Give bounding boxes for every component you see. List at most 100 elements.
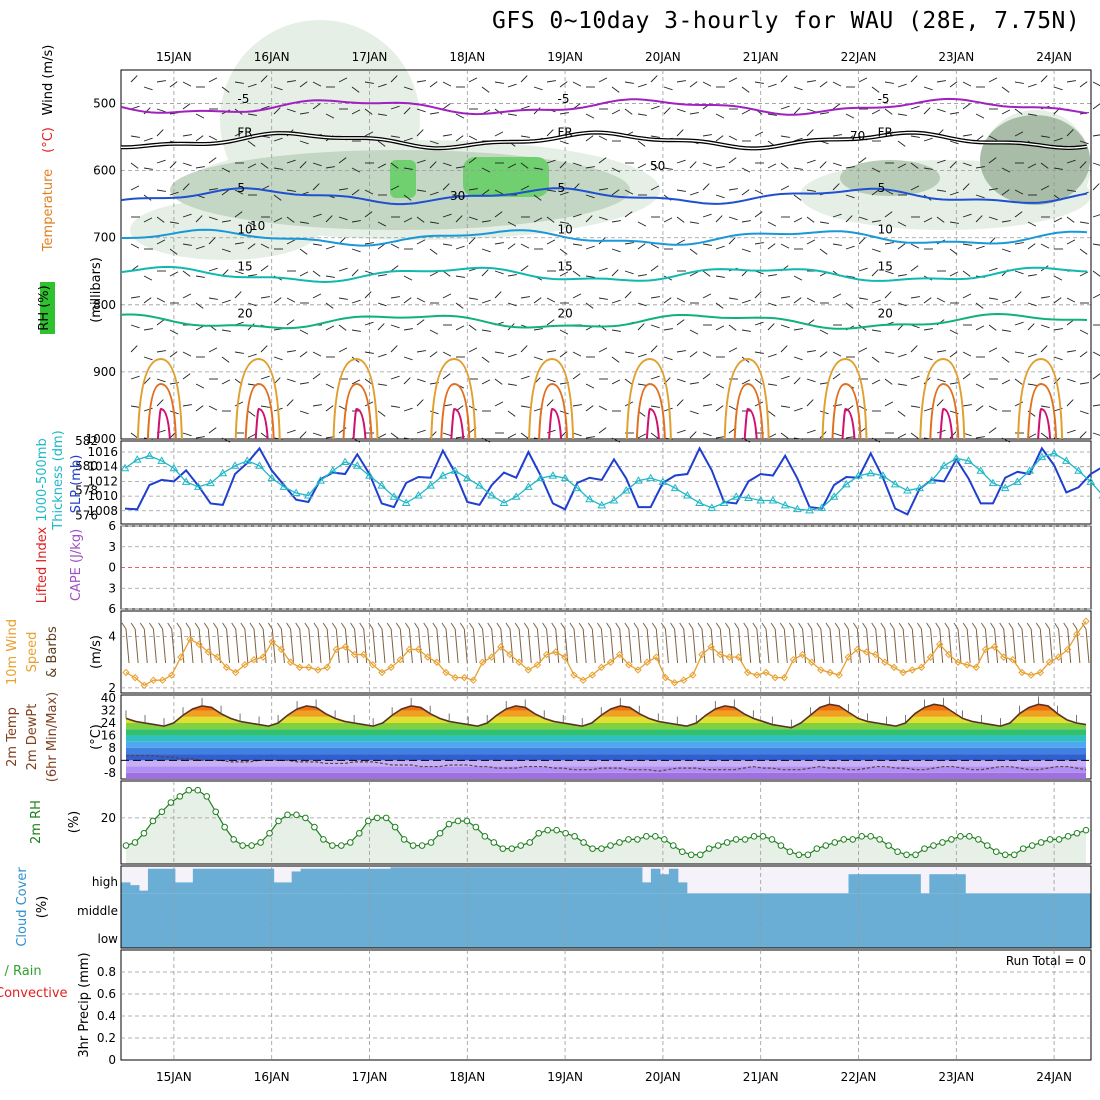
wind-barb bbox=[169, 161, 177, 169]
thickness-point bbox=[805, 505, 814, 514]
wind-barb bbox=[741, 167, 751, 173]
wind-barb bbox=[416, 239, 426, 245]
wind-barb bbox=[897, 163, 907, 169]
wind-barb-flag bbox=[807, 622, 813, 630]
wind-barb-flag bbox=[935, 622, 941, 630]
wind-barb-10m bbox=[381, 628, 386, 664]
wind-barb bbox=[689, 329, 699, 335]
wind-barb bbox=[858, 347, 868, 353]
wind-barb bbox=[897, 140, 906, 147]
wind-barb bbox=[416, 108, 426, 113]
wind-barb-flag bbox=[194, 622, 200, 630]
precip-tick-label: 0 bbox=[108, 1053, 116, 1067]
wind-barb bbox=[624, 291, 632, 299]
date-label-bottom: 21JAN bbox=[743, 1070, 779, 1084]
wind-barb-10m bbox=[719, 628, 724, 664]
wind-barb-flag bbox=[697, 622, 703, 630]
wind-barb bbox=[650, 296, 660, 299]
wind-barb-10m bbox=[811, 628, 816, 664]
cloud-cover-label: Cloud Cover bbox=[15, 867, 30, 947]
wind-barb bbox=[572, 243, 582, 246]
wind-barb bbox=[1079, 410, 1089, 415]
wind-barb bbox=[715, 325, 725, 331]
wind-barb bbox=[910, 405, 920, 408]
wind-barb bbox=[988, 324, 997, 331]
wind-barb bbox=[949, 351, 958, 358]
wind-barb bbox=[533, 328, 543, 331]
wind-barb bbox=[130, 296, 140, 299]
wind-barb bbox=[1040, 162, 1049, 169]
wind-barb bbox=[559, 248, 568, 255]
low-level-isotherm bbox=[136, 357, 183, 440]
wind-barb bbox=[195, 113, 205, 119]
wind-barb bbox=[364, 321, 374, 326]
wind-barb bbox=[520, 432, 529, 439]
wind-speed-point bbox=[725, 653, 734, 661]
wind-barb bbox=[390, 265, 399, 272]
rh-point bbox=[463, 817, 471, 825]
wind-barb bbox=[923, 297, 932, 304]
wind-barb bbox=[663, 328, 673, 331]
wind-barb bbox=[1066, 239, 1076, 245]
wind-barb bbox=[572, 213, 582, 218]
wind-barb bbox=[481, 356, 490, 363]
rh-point bbox=[849, 836, 857, 843]
wind-barb bbox=[299, 271, 309, 277]
rh-point bbox=[992, 848, 1000, 856]
rh-point bbox=[338, 842, 345, 849]
wind-barb bbox=[806, 399, 814, 407]
wind-barb bbox=[559, 112, 569, 115]
wind-barb bbox=[1053, 356, 1063, 361]
wind-barb bbox=[728, 135, 738, 141]
wind-barb bbox=[351, 86, 360, 93]
wind-speed-point bbox=[734, 653, 743, 661]
rh-point bbox=[284, 811, 291, 819]
wind-barb bbox=[559, 271, 569, 277]
wind-barb bbox=[910, 135, 920, 138]
cloud-high-bar bbox=[354, 868, 364, 894]
wind-barb bbox=[533, 356, 543, 361]
cloud-mid-low bbox=[121, 893, 1091, 948]
wind-barb bbox=[611, 220, 621, 223]
wind-barb bbox=[949, 112, 959, 115]
rh-point bbox=[535, 829, 543, 837]
wind-barb bbox=[325, 275, 335, 278]
wind-barb bbox=[1053, 275, 1063, 281]
thickness-point bbox=[389, 492, 399, 500]
wind-barb bbox=[546, 239, 556, 245]
cloud-high-bar bbox=[498, 867, 508, 894]
wind-barb-flag bbox=[286, 622, 291, 630]
thickness-label-2: Thickness (dm) bbox=[51, 430, 66, 530]
wind-speed-point bbox=[506, 650, 514, 659]
temp-band bbox=[126, 710, 1086, 717]
wind-speed-point bbox=[689, 671, 697, 679]
wind-barb-10m bbox=[765, 628, 770, 664]
thickness-tick-label: 580 bbox=[75, 459, 98, 473]
date-label-top: 23JAN bbox=[938, 50, 974, 64]
wind-barb bbox=[637, 353, 647, 358]
wind-barb-10m bbox=[162, 628, 167, 664]
wind-barb bbox=[897, 83, 907, 88]
wind-barb bbox=[715, 383, 725, 389]
wind-barb bbox=[299, 329, 309, 335]
rh-point bbox=[275, 817, 282, 825]
rh-point bbox=[355, 829, 363, 837]
wind-barb bbox=[273, 86, 283, 91]
rh-point bbox=[329, 842, 336, 849]
low-level-isotherm bbox=[430, 357, 477, 440]
wind-barb bbox=[1001, 167, 1011, 173]
wind-barb bbox=[988, 267, 998, 272]
wind-barb-flag bbox=[569, 622, 575, 630]
wind-barb bbox=[286, 108, 296, 113]
wind-barb-flag bbox=[944, 622, 950, 630]
wind-barb bbox=[572, 293, 582, 299]
wind-speed-point bbox=[625, 661, 633, 669]
thickness-point bbox=[621, 486, 631, 494]
wind-barb bbox=[689, 81, 698, 88]
rh-point bbox=[1019, 845, 1027, 852]
wind-speed-point bbox=[835, 671, 843, 679]
rh-point bbox=[382, 814, 390, 822]
wind-barb bbox=[832, 243, 842, 246]
temp-band bbox=[126, 766, 1086, 773]
wind-barb bbox=[793, 107, 801, 115]
